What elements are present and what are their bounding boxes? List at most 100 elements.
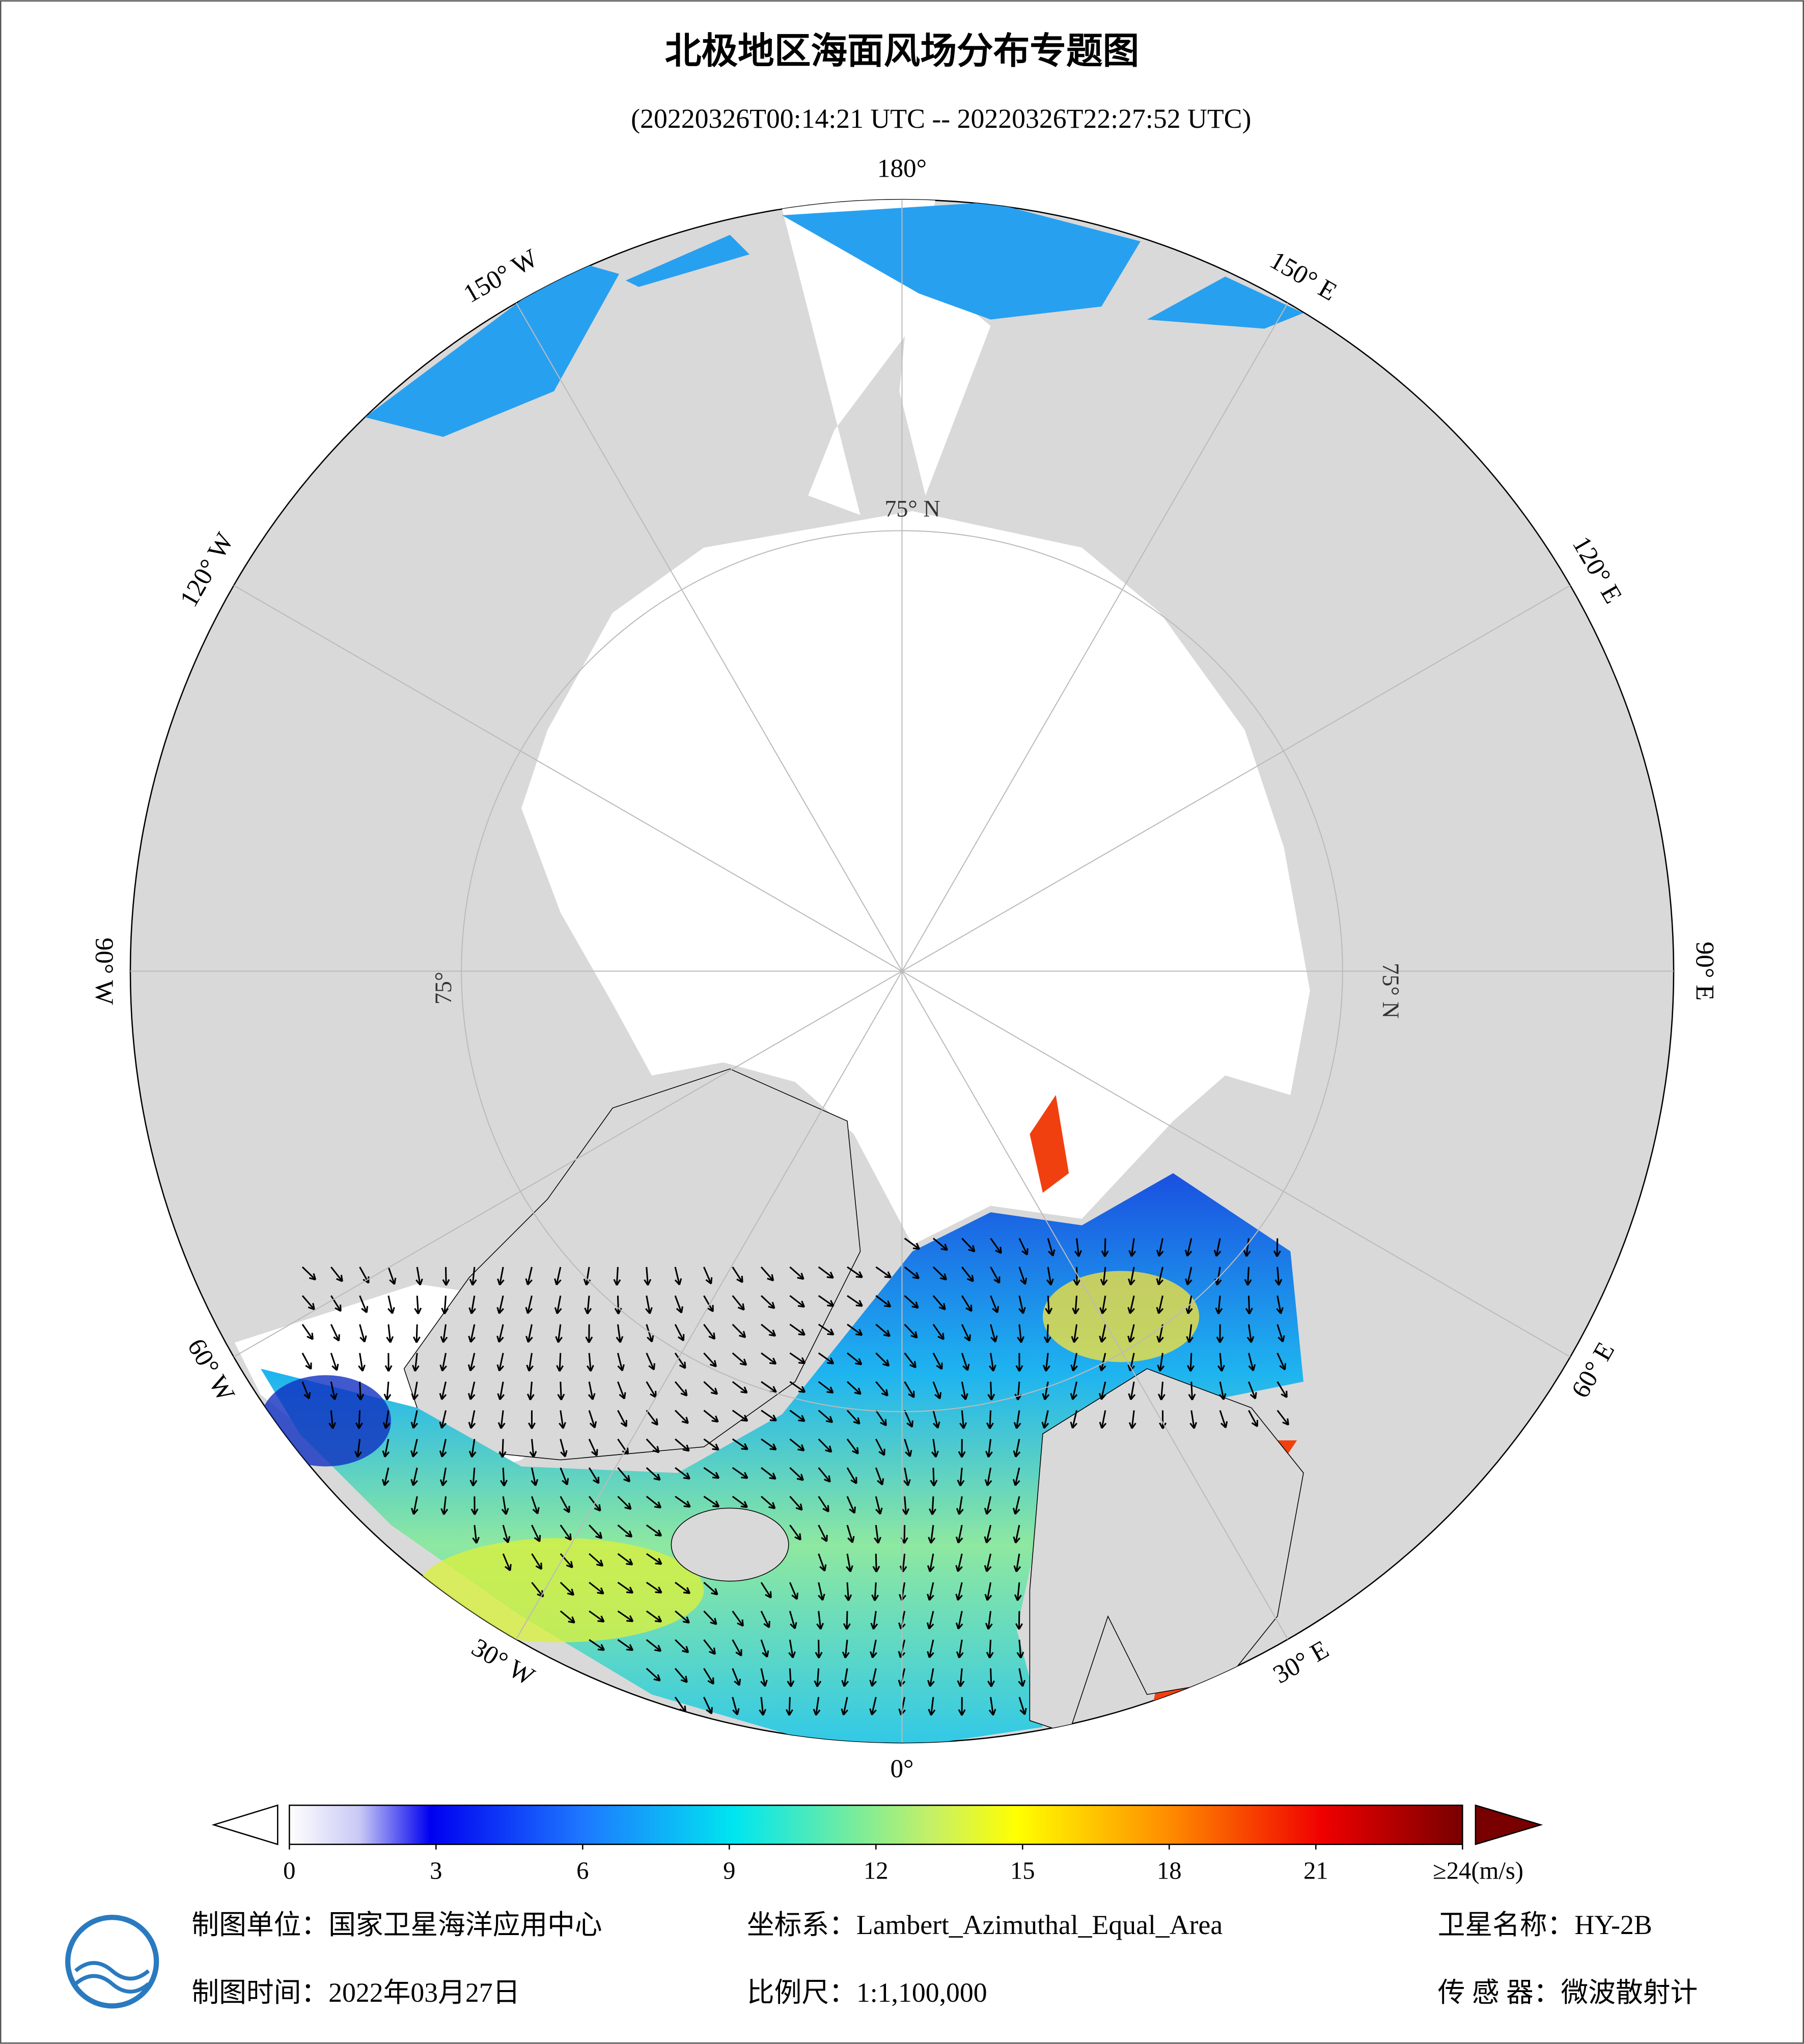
wind-arrow-head xyxy=(827,1328,835,1336)
wind-arrow-head xyxy=(791,1592,799,1600)
wind-arrow-head xyxy=(503,1536,511,1544)
wind-arrow xyxy=(904,1324,918,1338)
wind-arrow-head xyxy=(562,1478,569,1486)
wind-arrow xyxy=(469,1353,476,1371)
wind-arrow xyxy=(556,1267,562,1285)
wind-arrow xyxy=(359,1295,368,1313)
wind-arrow xyxy=(761,1496,775,1509)
scandinavia xyxy=(1029,1368,1304,1734)
wind-arrow-head xyxy=(707,1677,714,1685)
wind-arrow xyxy=(359,1353,364,1371)
wind-arrow-head xyxy=(964,1334,971,1342)
wind-arrow-head xyxy=(1127,1364,1135,1371)
wind-arrow xyxy=(588,1381,594,1400)
wind-arrow-head xyxy=(626,1558,633,1566)
wind-arrow-head xyxy=(769,1472,776,1480)
wind-arrow-head xyxy=(1157,1364,1165,1372)
wind-arrow xyxy=(1101,1410,1106,1429)
wind-arrow xyxy=(789,1438,805,1451)
wind-arrow xyxy=(560,1582,574,1596)
wind-arrow-head xyxy=(439,1364,447,1371)
wind-arrow-head xyxy=(683,1587,691,1594)
wind-arrow-head xyxy=(934,1392,942,1399)
wind-arrow xyxy=(760,1639,768,1658)
wind-arrow xyxy=(844,1639,848,1658)
wind-arrow-head xyxy=(990,1335,998,1343)
wind-arrow-head xyxy=(532,1507,540,1515)
wind-arrow xyxy=(875,1496,881,1515)
wind-arrow-head xyxy=(1042,1393,1050,1401)
wind-arrow-head xyxy=(676,1306,683,1313)
wind-arrow-head xyxy=(769,1443,777,1451)
wind-arrow xyxy=(387,1324,392,1343)
wind-arrow-head xyxy=(305,1362,312,1370)
wind-arrow xyxy=(526,1267,533,1285)
wind-arrow-head xyxy=(1245,1307,1253,1314)
wind-arrow xyxy=(646,1553,662,1565)
wind-arrow xyxy=(986,1496,992,1515)
wind-arrow-head xyxy=(987,1393,995,1401)
footer-sensor: 传 感 器：微波散射计 xyxy=(1438,1977,1698,2008)
wind-arrow xyxy=(588,1353,592,1371)
wind-arrow xyxy=(761,1410,777,1421)
wind-arrow xyxy=(1188,1324,1192,1343)
colorbar-tick-label: 3 xyxy=(430,1857,442,1884)
wind-arrow-head xyxy=(330,1393,338,1401)
wind-arrow xyxy=(646,1353,655,1370)
wind-arrow xyxy=(617,1524,632,1537)
wind-arrow-head xyxy=(1244,1279,1252,1286)
wind-arrow-head xyxy=(765,1591,772,1599)
wind-arrow xyxy=(961,1381,966,1400)
wind-arrow xyxy=(904,1295,919,1309)
wind-arrow-head xyxy=(328,1422,337,1429)
wind-arrow-head xyxy=(594,1504,601,1512)
wind-arrow-head xyxy=(442,1279,450,1286)
wind-arrow xyxy=(1018,1668,1024,1687)
wind-arrow-head xyxy=(739,1331,746,1338)
wind-arrow xyxy=(815,1697,820,1716)
wind-arrow-head xyxy=(814,1680,822,1687)
wind-arrow-head xyxy=(303,1392,311,1399)
wind-arrow-head xyxy=(710,1617,717,1626)
wind-arrow-head xyxy=(467,1364,476,1371)
colorbar-tick-label: ≥24(m/s) xyxy=(1433,1857,1523,1884)
wind-arrow-head xyxy=(798,1329,806,1336)
colorbar: 0 3 6 9 12 15 18 21 ≥24(m/s) xyxy=(211,1804,1543,1884)
wind-arrow-head xyxy=(679,1361,686,1369)
wind-arrow-head xyxy=(655,1586,662,1594)
wind-arrow xyxy=(703,1352,717,1367)
wind-arrow-head xyxy=(1246,1336,1255,1343)
wind-arrow-head xyxy=(683,1472,691,1480)
wind-arrow-head xyxy=(788,1651,796,1659)
wind-arrow-head xyxy=(759,1709,767,1716)
wind-arrow-head xyxy=(984,1593,992,1601)
wind-arrow xyxy=(384,1439,390,1458)
wind-arrow-head xyxy=(1127,1335,1135,1343)
wind-arrow xyxy=(843,1668,848,1687)
wind-arrow-head xyxy=(961,1393,968,1401)
wind-arrow xyxy=(1276,1267,1280,1285)
wind-arrow-head xyxy=(769,1414,777,1422)
wind-arrow xyxy=(1276,1381,1288,1398)
wind-arrow-head xyxy=(877,1478,884,1486)
wind-arrow xyxy=(961,1324,970,1341)
wind-arrow xyxy=(330,1381,336,1400)
wind-arrow xyxy=(846,1525,853,1543)
wind-arrow xyxy=(703,1639,716,1655)
wind-arrow xyxy=(703,1381,718,1395)
wind-arrow xyxy=(1018,1238,1028,1255)
wind-arrow-head xyxy=(869,1708,877,1716)
wind-arrow-head xyxy=(705,1277,713,1284)
wind-arrow-head xyxy=(841,1679,849,1687)
wind-arrow-head xyxy=(903,1479,911,1487)
longitude-label: 90° E xyxy=(1690,942,1719,1001)
wind-arrow-head xyxy=(1128,1393,1136,1401)
wind-arrow xyxy=(846,1582,849,1601)
wind-arrow xyxy=(675,1496,691,1508)
wind-arrow xyxy=(560,1439,566,1457)
wind-arrow-head xyxy=(410,1450,418,1458)
wind-arrow-head xyxy=(818,1593,825,1601)
wind-arrow xyxy=(617,1639,633,1651)
wind-arrow xyxy=(902,1553,906,1572)
wind-arrow xyxy=(875,1352,890,1367)
